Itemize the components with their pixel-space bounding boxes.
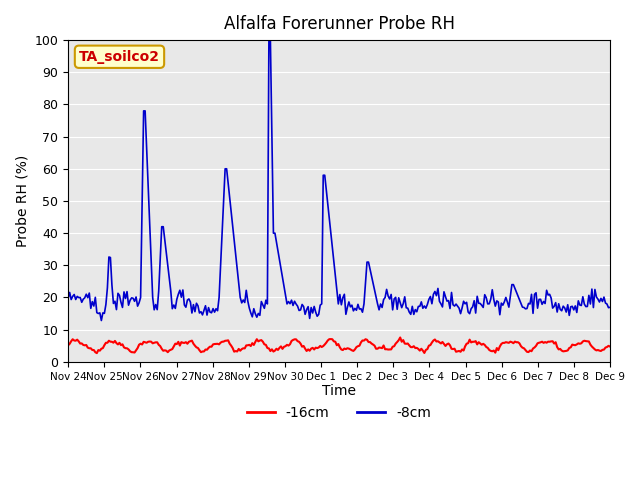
Line: -16cm: -16cm xyxy=(68,337,610,353)
-8cm xyxy=(265,37,273,43)
-16cm xyxy=(245,342,253,348)
-16cm xyxy=(132,348,140,353)
-8cm xyxy=(255,311,262,316)
-8cm xyxy=(132,294,140,300)
-16cm xyxy=(64,342,72,348)
-16cm xyxy=(579,338,587,344)
-16cm xyxy=(227,343,235,348)
-8cm xyxy=(245,305,253,311)
X-axis label: Time: Time xyxy=(322,384,356,398)
-8cm xyxy=(304,304,312,310)
Line: -8cm: -8cm xyxy=(68,40,610,321)
-8cm xyxy=(97,318,105,324)
-16cm xyxy=(303,348,310,354)
Title: Alfalfa Forerunner Probe RH: Alfalfa Forerunner Probe RH xyxy=(223,15,454,33)
-16cm xyxy=(255,338,262,344)
-16cm xyxy=(93,350,100,356)
Text: TA_soilco2: TA_soilco2 xyxy=(79,50,160,64)
Y-axis label: Probe RH (%): Probe RH (%) xyxy=(15,155,29,247)
-8cm xyxy=(227,209,235,215)
-8cm xyxy=(579,294,587,300)
-16cm xyxy=(606,344,614,349)
-8cm xyxy=(64,296,72,301)
-16cm xyxy=(396,335,404,340)
Legend: -16cm, -8cm: -16cm, -8cm xyxy=(241,400,436,426)
-8cm xyxy=(606,304,614,310)
